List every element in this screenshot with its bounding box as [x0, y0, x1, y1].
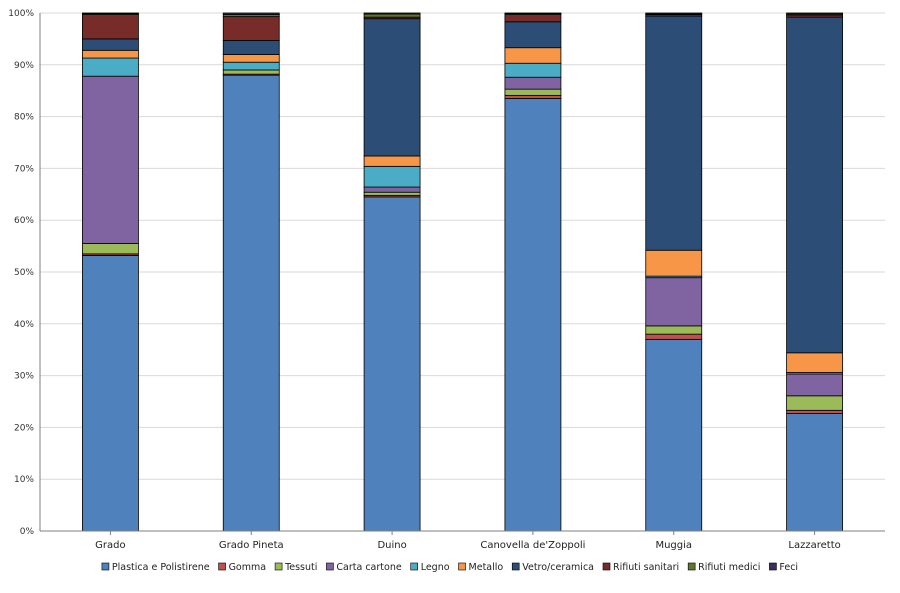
x-tick-label: Muggia — [655, 540, 692, 551]
legend-label-vetro-ceramica: Vetro/ceramica — [522, 562, 594, 573]
y-tick-label: 60% — [14, 216, 34, 226]
legend-label-plastica-e-polistirene: Plastica e Polistirene — [112, 562, 210, 573]
bar-segment-legno — [504, 62, 562, 78]
bar-segment-tessuti — [82, 243, 139, 255]
bar-segment-plastica-e-polistirene — [786, 413, 843, 532]
bar-segment-rifiuti-sanitari — [82, 14, 139, 40]
bar-segment-legno — [82, 57, 139, 77]
bar-segment-gomma — [786, 409, 843, 414]
bar-segment-carta-cartone — [363, 186, 421, 193]
bar-segment-vetro-ceramica — [222, 40, 280, 55]
y-tick-label: 40% — [14, 320, 34, 330]
axes: 0% 10% 20% 30% 40% 50% 60% 70% 80% 90% 100% Grado Gr… — [8, 9, 885, 551]
bar-segment-vetro-ceramica — [645, 15, 703, 251]
bar-segment-plastica-e-polistirene — [645, 338, 703, 532]
bar-segment-rifiuti-sanitari — [222, 16, 280, 41]
bar-segment-metallo — [645, 249, 703, 277]
bar-segment-gomma — [645, 333, 703, 340]
legend-swatch-vetro-ceramica — [511, 562, 520, 571]
bar-segment-tessuti — [363, 191, 421, 196]
legend-swatch-carta-cartone — [326, 562, 334, 571]
bar-segment-metallo — [363, 155, 421, 167]
legend-swatch-tessuti — [274, 562, 283, 571]
bar-segment-metallo — [504, 47, 562, 64]
y-tick-label: 10% — [14, 475, 34, 485]
legend-label-legno: Legno — [421, 562, 450, 573]
bar-segment-feci — [645, 12, 703, 15]
legend-label-metallo: Metallo — [469, 562, 504, 573]
bar-segment-metallo — [222, 54, 280, 63]
bar-segment-carta-cartone — [504, 76, 562, 90]
legend: Plastica e Polistirene Gomma Tessuti Carta … — [101, 562, 798, 573]
x-tick-label: Grado Pineta — [219, 540, 284, 551]
y-tick-label: 20% — [14, 423, 34, 433]
x-tick-label: Grado — [95, 540, 125, 551]
y-tick-label: 50% — [14, 268, 34, 278]
bar-segment-gomma — [504, 94, 562, 99]
legend-swatch-rifiuti-sanitari — [602, 562, 611, 571]
bar-segment-vetro-ceramica — [786, 16, 843, 354]
legend-swatch-rifiuti-medici — [687, 562, 696, 571]
y-tick-label: 70% — [14, 164, 34, 174]
legend-swatch-metallo — [458, 562, 466, 571]
bar-segment-plastica-e-polistirene — [222, 74, 280, 532]
bar-segment-feci — [82, 12, 139, 14]
bar-segment-plastica-e-polistirene — [504, 98, 562, 532]
legend-label-rifiuti-sanitari: Rifiuti sanitari — [613, 562, 679, 573]
y-tick-label: 90% — [14, 61, 34, 71]
bar-segment-rifiuti-medici — [363, 13, 421, 18]
legend-label-feci: Feci — [779, 562, 798, 573]
bar-segment-vetro-ceramica — [363, 18, 421, 157]
bar-segment-tessuti — [222, 69, 280, 75]
bar-segment-rifiuti-sanitari — [504, 14, 562, 23]
bars — [82, 12, 843, 532]
legend-swatch-feci — [769, 562, 777, 571]
bar-segment-tessuti — [645, 325, 703, 335]
legend-swatch-gomma — [218, 562, 226, 571]
bar-segment-carta-cartone — [82, 75, 139, 244]
legend-label-tessuti: Tessuti — [284, 562, 317, 573]
legend-label-carta-cartone: Carta cartone — [336, 562, 401, 573]
y-tick-label: 0% — [20, 527, 35, 537]
legend-swatch-plastica-e-polistirene — [101, 562, 110, 571]
gridlines — [40, 12, 885, 480]
bar-segment-tessuti — [504, 88, 562, 96]
bar-segment-plastica-e-polistirene — [82, 255, 139, 532]
bar-segment-feci — [504, 12, 562, 14]
bar-segment-vetro-ceramica — [82, 38, 139, 51]
bar-segment-metallo — [786, 352, 843, 373]
y-tick-label: 80% — [14, 113, 34, 123]
bar-segment-plastica-e-polistirene — [363, 196, 421, 532]
legend-label-rifiuti-medici: Rifiuti medici — [698, 562, 760, 573]
bar-segment-metallo — [82, 49, 139, 59]
legend-swatch-legno — [410, 562, 418, 571]
bar-segment-carta-cartone — [786, 373, 843, 397]
bar-segment-legno — [363, 165, 421, 188]
bar-segment-feci — [222, 12, 280, 15]
legend-label-gomma: Gomma — [229, 562, 267, 573]
y-tick-label: 30% — [14, 372, 34, 382]
bar-segment-legno — [222, 61, 280, 71]
x-tick-label: Lazzaretto — [788, 540, 840, 551]
bar-segment-tessuti — [786, 395, 843, 411]
y-tick-label: 100% — [8, 9, 34, 19]
bar-segment-feci — [786, 12, 843, 15]
bar-segment-feci — [363, 12, 421, 15]
x-tick-label: Canovella de'Zoppoli — [480, 540, 585, 551]
bar-segment-vetro-ceramica — [504, 21, 562, 49]
bar-segment-carta-cartone — [645, 277, 703, 327]
x-tick-label: Duino — [377, 540, 406, 551]
